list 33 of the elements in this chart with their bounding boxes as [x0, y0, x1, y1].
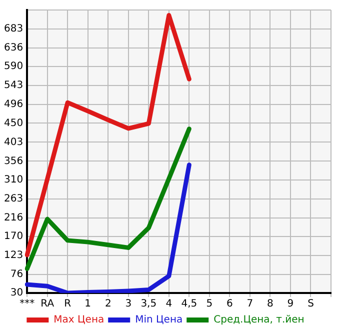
- y-tick-label: 30: [10, 288, 24, 299]
- y-tick-label: 123: [4, 250, 24, 261]
- x-tick-label: S: [308, 298, 314, 310]
- x-tick-label: RA: [40, 298, 54, 310]
- x-tick-label: 3,5: [140, 298, 157, 310]
- x-tick-label: 7: [246, 298, 254, 310]
- y-tick-label: 496: [4, 99, 24, 110]
- y-tick-label: 450: [4, 118, 24, 129]
- x-tick-label: 4: [166, 298, 172, 310]
- x-tick-label: 8: [267, 298, 274, 310]
- legend-label: Сред.Цена, т.йен: [214, 314, 304, 326]
- x-tick-label: 2: [104, 298, 112, 310]
- y-tick-label: 636: [4, 42, 24, 54]
- x-tick-label: 5: [206, 298, 213, 310]
- y-tick-label: 216: [4, 212, 24, 224]
- y-tick-label: 263: [4, 193, 24, 204]
- x-tick-label: ***: [20, 298, 35, 310]
- y-tick-label: 403: [4, 136, 24, 148]
- y-tick-label: 310: [4, 174, 24, 186]
- x-tick-label: 1: [84, 298, 92, 310]
- x-tick-label: 3: [125, 298, 132, 310]
- y-tick-label: 170: [4, 230, 24, 242]
- y-tick-label: 683: [4, 24, 24, 35]
- y-tick-label: 590: [4, 61, 24, 72]
- legend-label: Min Цена: [135, 314, 183, 326]
- y-tick-label: 76: [10, 268, 24, 280]
- legend-label: Max Цена: [54, 314, 104, 326]
- y-tick-label: 356: [4, 156, 24, 167]
- x-tick-label: R: [64, 298, 72, 310]
- x-tick-label: 9: [287, 298, 294, 310]
- y-tick-label: 543: [4, 80, 24, 92]
- x-tick-label: 6: [226, 298, 233, 310]
- x-tick-label: 4,5: [181, 298, 198, 310]
